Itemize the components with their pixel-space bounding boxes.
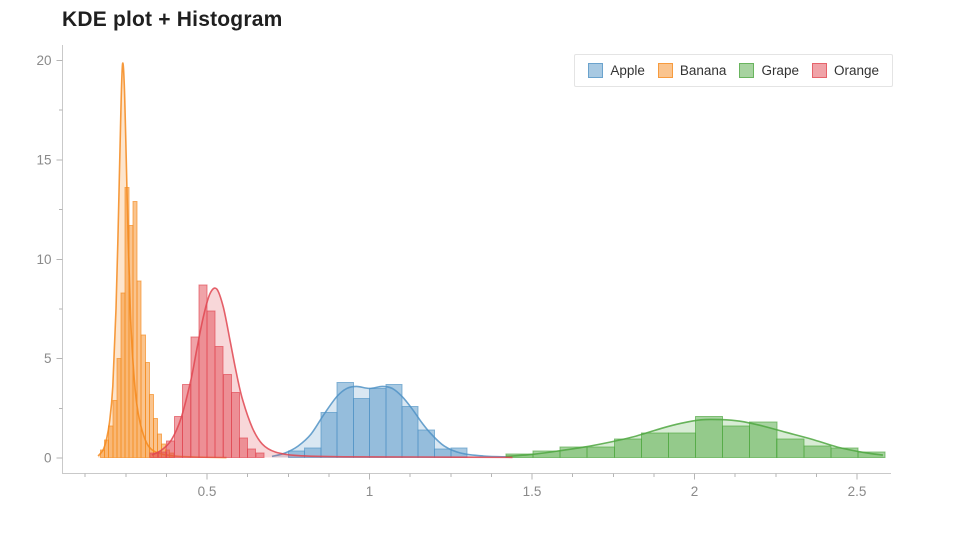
kde-line-banana [97,62,227,459]
series-apple [271,382,513,459]
hist-bar-orange [255,452,265,458]
kde-line-apple [271,385,513,458]
hist-bar-grape [695,415,724,458]
hist-bar-apple [369,387,387,458]
hist-bar-grape [667,432,697,459]
x-tick-label: 0.5 [198,484,217,499]
x-tick-label: 1.5 [523,484,542,499]
kde-line-orange [151,287,513,459]
hist-bar-banana [132,201,138,458]
x-tick-label: 1 [366,484,374,499]
hist-bar-apple [320,411,338,458]
histogram-grape [505,415,886,459]
hist-bar-grape [640,432,670,459]
legend-label-apple: Apple [610,63,645,78]
histogram-orange [149,284,265,459]
hist-bar-banana [108,425,114,459]
hist-bar-grape [722,425,751,459]
y-tick-label: 10 [36,252,51,267]
hist-bar-banana [116,358,122,459]
hist-bar-orange [247,448,257,459]
hist-bar-orange [198,284,208,458]
hist-bar-apple [352,397,371,458]
histogram-apple [287,382,468,459]
legend-label-orange: Orange [833,63,879,78]
hist-bar-apple [385,384,403,458]
legend-swatch-banana [657,63,673,78]
hist-bar-grape [586,446,615,459]
series-orange [149,284,513,459]
chart-title: KDE plot + Histogram [62,8,283,31]
legend-label-grape: Grape [761,63,799,78]
hist-bar-grape [857,451,886,458]
hist-bar-orange [190,336,200,458]
legend-item-banana[interactable]: Banana [657,63,727,78]
legend: Apple Banana Grape Orange [574,54,893,87]
y-tick-label: 5 [44,351,52,366]
legend-item-apple[interactable]: Apple [588,63,645,78]
y-tick-label: 20 [36,53,51,68]
hist-bar-apple [434,448,452,459]
hist-bar-orange [174,415,184,458]
legend-swatch-orange [811,63,827,78]
legend-item-grape[interactable]: Grape [739,63,799,78]
hist-bar-orange [222,374,232,458]
hist-bar-banana [112,399,118,458]
hist-bar-orange [214,346,224,459]
legend-swatch-apple [588,63,604,78]
hist-bar-orange [157,451,167,458]
hist-bar-orange [230,391,240,458]
axes: 0 5 10 15 20 0.5 1 1.5 2 2.5 [36,45,891,499]
hist-bar-grape [776,438,805,459]
x-tick-label: 2 [691,484,699,499]
hist-bar-grape [749,421,778,459]
hist-bar-banana [120,292,126,458]
hist-bar-banana [136,280,142,458]
series-banana [97,62,227,459]
kde-area-orange [151,288,513,458]
legend-item-orange[interactable]: Orange [811,63,879,78]
x-tick-label: 2.5 [848,484,867,499]
kde-line-grape [505,418,884,458]
y-tick-label: 15 [36,152,51,167]
hist-bar-grape [613,438,642,459]
hist-bar-orange [165,440,175,459]
hist-bar-grape [803,445,832,459]
series-grape [505,415,886,459]
legend-swatch-grape [739,63,755,78]
hist-bar-orange [239,437,249,459]
y-tick-label: 0 [44,451,52,466]
legend-label-banana: Banana [679,63,727,78]
hist-bar-orange [206,310,216,458]
